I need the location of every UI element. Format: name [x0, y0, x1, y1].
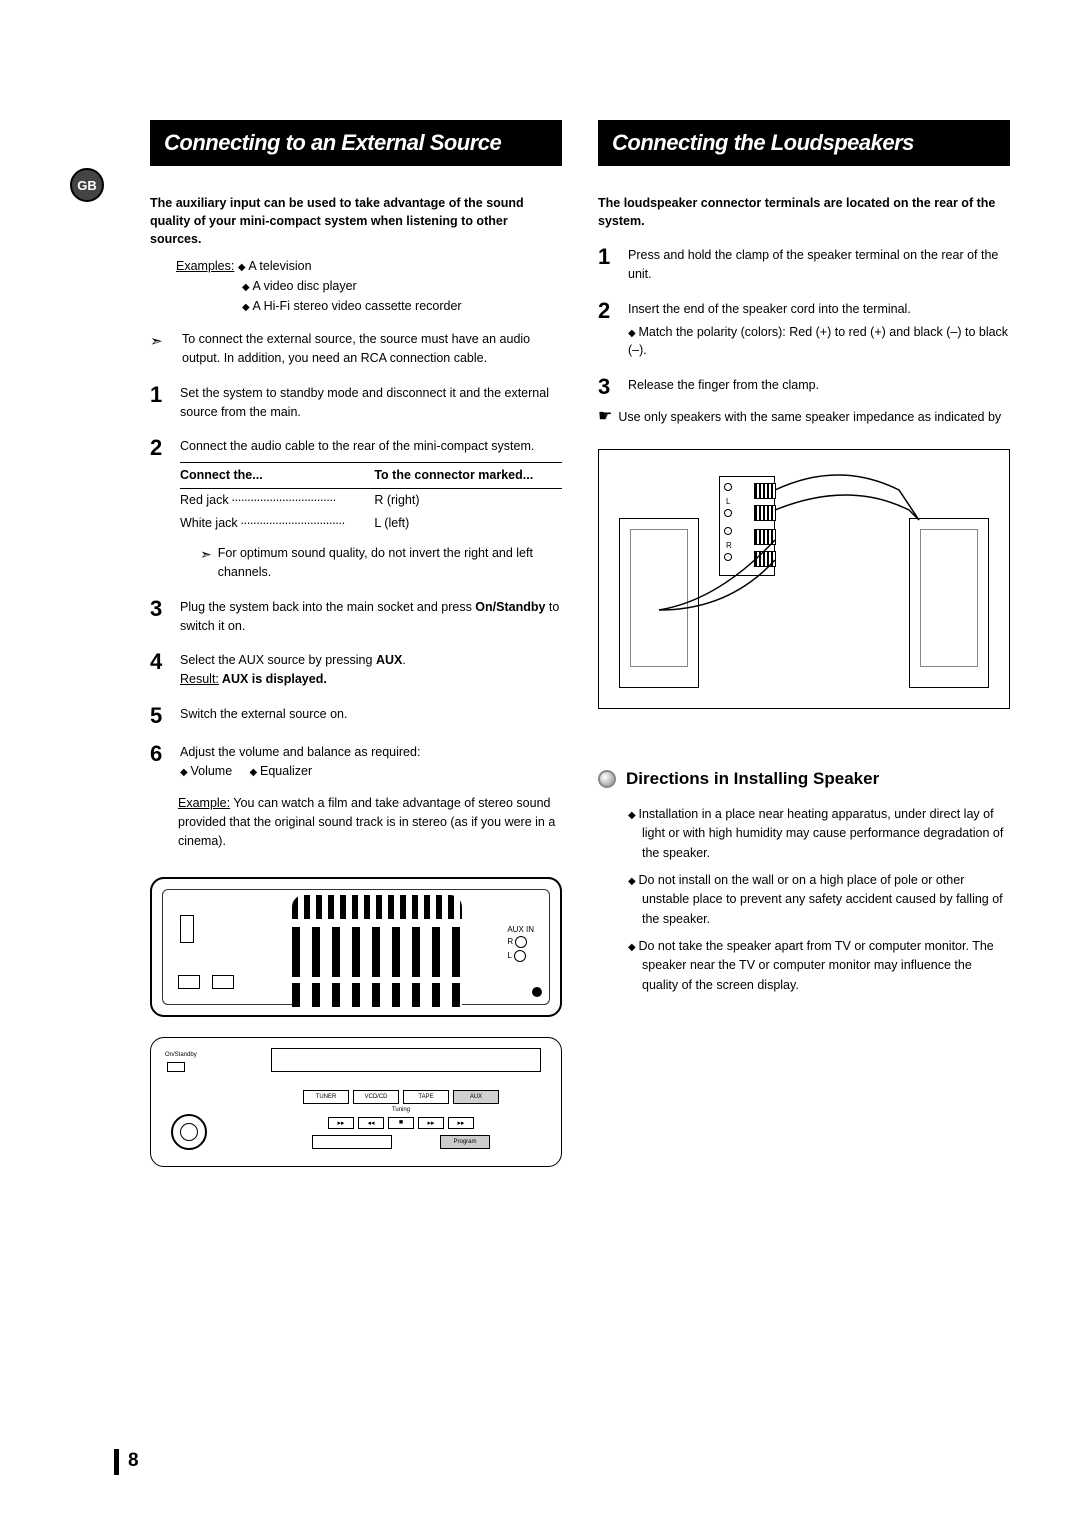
- result-label: Result:: [180, 672, 219, 686]
- adjust-item: Volume: [180, 764, 232, 778]
- language-badge: GB: [70, 168, 104, 202]
- step-number: 3: [598, 376, 620, 398]
- page-content: GB Connecting to an External Source The …: [70, 120, 1010, 1167]
- step-body: Select the AUX source by pressing AUX. R…: [180, 651, 562, 689]
- table-row: White jack L (left): [180, 512, 562, 535]
- step-4: 4 Select the AUX source by pressing AUX.…: [150, 651, 562, 689]
- supp-item: Installation in a place near heating app…: [628, 805, 1010, 863]
- step-number: 4: [150, 651, 172, 673]
- connect-note-text: To connect the external source, the sour…: [182, 330, 562, 368]
- step-number: 6: [150, 743, 172, 765]
- step-2-intro: Connect the audio cable to the rear of t…: [180, 437, 562, 456]
- examples-label: Examples:: [176, 259, 234, 273]
- connect-table: Connect the... To the connector marked..…: [180, 462, 562, 534]
- step-2-note-text: For optimum sound quality, do not invert…: [218, 544, 562, 582]
- step-number: 5: [150, 705, 172, 727]
- left-intro: The auxiliary input can be used to take …: [150, 194, 562, 248]
- step-number: 1: [598, 246, 620, 268]
- aux-button: AUX: [453, 1090, 499, 1104]
- right-section-header: Connecting the Loudspeakers: [598, 120, 1010, 166]
- step-5: 5 Switch the external source on.: [150, 705, 562, 727]
- left-section-header: Connecting to an External Source: [150, 120, 562, 166]
- r-step-1: 1 Press and hold the clamp of the speake…: [598, 246, 1010, 284]
- step-body: Press and hold the clamp of the speaker …: [628, 246, 1010, 284]
- two-columns: Connecting to an External Source The aux…: [150, 120, 1010, 1167]
- vcd-button: VCD/CD: [353, 1090, 399, 1104]
- arrow-icon: ➣: [150, 332, 176, 350]
- aux-label: AUX IN R L: [507, 925, 534, 962]
- step-body: Set the system to standby mode and disco…: [180, 384, 562, 422]
- step-body: Switch the external source on.: [180, 705, 562, 724]
- right-intro: The loudspeaker connector terminals are …: [598, 194, 1010, 230]
- supp-title: Directions in Installing Speaker: [626, 769, 879, 789]
- hand-icon: ☛: [598, 406, 612, 427]
- step-body: Adjust the volume and balance as require…: [180, 743, 562, 781]
- wires: [599, 450, 1009, 708]
- step-body: Plug the system back into the main socke…: [180, 598, 562, 636]
- step-body: Insert the end of the speaker cord into …: [628, 300, 1010, 360]
- example-item: A Hi-Fi stereo video cassette recorder: [242, 296, 562, 316]
- examples: Examples: A television: [176, 256, 562, 276]
- table-head-right: To the connector marked...: [374, 463, 562, 489]
- tuner-button: TUNER: [303, 1090, 349, 1104]
- step-2: 2 Connect the audio cable to the rear of…: [150, 437, 562, 582]
- left-column: Connecting to an External Source The aux…: [150, 120, 562, 1167]
- impedance-note: ☛ Use only speakers with the same speake…: [598, 408, 1010, 427]
- step-2-note: ➣ For optimum sound quality, do not inve…: [200, 544, 562, 582]
- table-row: Red jack R (right): [180, 488, 562, 511]
- supp-item: Do not take the speaker apart from TV or…: [628, 937, 1010, 995]
- r-step-2: 2 Insert the end of the speaker cord int…: [598, 300, 1010, 360]
- step-number: 2: [150, 437, 172, 459]
- step-6: 6 Adjust the volume and balance as requi…: [150, 743, 562, 781]
- left-margin: GB: [70, 120, 120, 1167]
- connect-note: ➣ To connect the external source, the so…: [150, 330, 562, 368]
- step-1: 1 Set the system to standby mode and dis…: [150, 384, 562, 422]
- table-head-left: Connect the...: [180, 463, 374, 489]
- installing-speaker-section: Directions in Installing Speaker Install…: [598, 769, 1010, 995]
- impedance-note-text: Use only speakers with the same speaker …: [618, 408, 1010, 427]
- page-number: 8: [128, 1450, 139, 1472]
- supp-item: Do not install on the wall or on a high …: [628, 871, 1010, 929]
- example-item: A video disc player: [242, 276, 562, 296]
- bullet-icon: [598, 770, 616, 788]
- volume-knob: [171, 1114, 207, 1150]
- example-label: Example:: [178, 796, 230, 810]
- right-column: Connecting the Loudspeakers The loudspea…: [598, 120, 1010, 1167]
- r-step-3: 3 Release the finger from the clamp.: [598, 376, 1010, 398]
- step-number: 1: [150, 384, 172, 406]
- step-body: Release the finger from the clamp.: [628, 376, 1010, 395]
- page-number-bar: [114, 1449, 119, 1475]
- arrow-icon: ➣: [200, 544, 212, 582]
- supp-header: Directions in Installing Speaker: [598, 769, 1010, 789]
- step-3: 3 Plug the system back into the main soc…: [150, 598, 562, 636]
- step-body: Connect the audio cable to the rear of t…: [180, 437, 562, 582]
- front-panel-diagram: On/Standby TUNER VCD/CD TAPE AUX Tuning …: [150, 1037, 562, 1167]
- adjust-item: Equalizer: [250, 764, 313, 778]
- step-number: 3: [150, 598, 172, 620]
- example-item: A television: [238, 259, 312, 273]
- step-number: 2: [598, 300, 620, 322]
- rear-panel-diagram: AUX IN R L: [150, 877, 562, 1017]
- tape-button: TAPE: [403, 1090, 449, 1104]
- example-block: Example: You can watch a film and take a…: [178, 794, 562, 850]
- speaker-wiring-diagram: L R: [598, 449, 1010, 709]
